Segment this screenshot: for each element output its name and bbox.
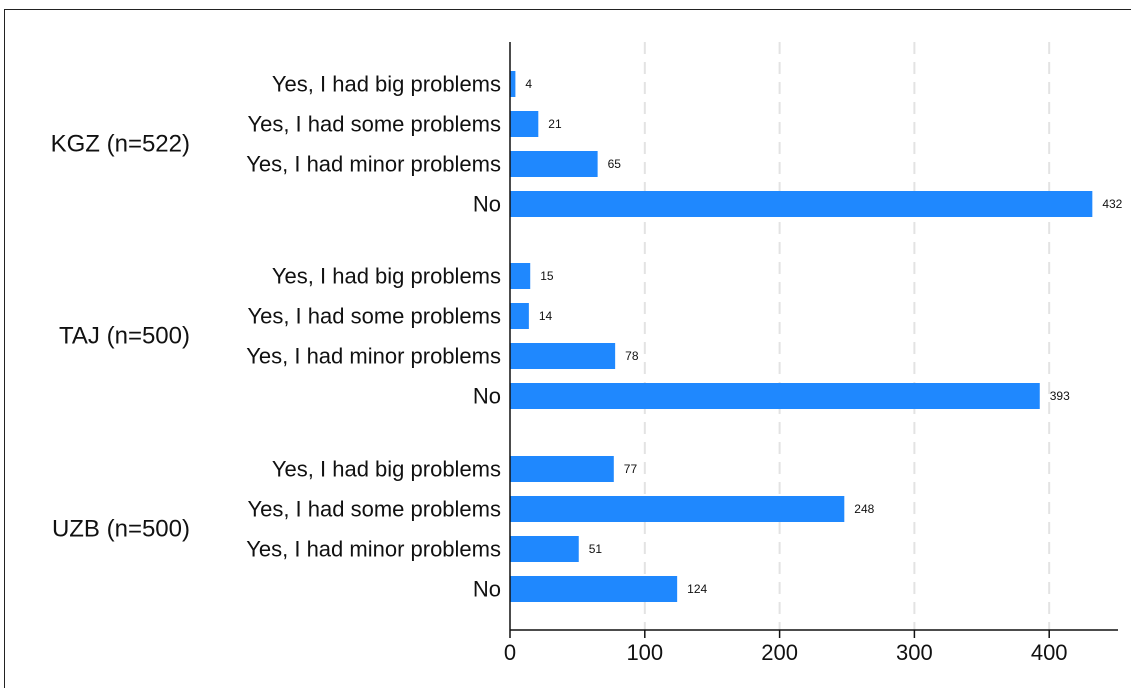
value-label: 51 [589,542,603,556]
category-label: Yes, I had some problems [247,112,501,137]
category-label: Yes, I had some problems [247,304,501,329]
value-label: 65 [608,157,622,171]
bar [510,383,1040,409]
axes: 0 100 200 300 400 [504,42,1118,665]
category-label: Yes, I had big problems [272,72,501,97]
category-label: No [473,384,501,409]
bar [510,111,539,137]
bar [510,536,579,562]
value-label: 21 [548,117,562,131]
x-tick-label: 200 [761,640,798,665]
x-tick-label: 300 [896,640,933,665]
bar [510,456,614,482]
bars [510,71,1093,602]
value-label: 4 [525,77,532,91]
category-label: Yes, I had minor problems [246,537,501,562]
value-label: 248 [854,502,874,516]
x-tick-label: 0 [504,640,516,665]
category-label: Yes, I had minor problems [246,152,501,177]
group-label: KGZ (n=522) [51,131,190,158]
category-label: No [473,192,501,217]
category-label: Yes, I had minor problems [246,344,501,369]
value-label: 432 [1102,197,1122,211]
bar [510,303,529,329]
bar [510,263,531,289]
category-label: Yes, I had big problems [272,264,501,289]
bar [510,71,516,97]
category-label: No [473,577,501,602]
value-label: 77 [624,462,638,476]
value-label: 78 [625,349,639,363]
bar [510,151,598,177]
labels: Yes, I had big problems 4 Yes, I had some … [51,72,1123,602]
value-label: 124 [687,582,707,596]
chart-frame [4,9,1131,688]
group-label: UZB (n=500) [52,516,190,543]
value-label: 14 [539,309,553,323]
bar [510,343,616,369]
gridlines [643,42,1051,630]
category-label: Yes, I had some problems [247,497,501,522]
bar [510,496,845,522]
x-tick-label: 100 [626,640,663,665]
category-label: Yes, I had big problems [272,457,501,482]
value-label: 393 [1050,389,1070,403]
group-label: TAJ (n=500) [59,323,190,350]
bar [510,576,678,602]
value-label: 15 [540,269,554,283]
bar [510,191,1093,217]
x-tick-label: 400 [1031,640,1068,665]
